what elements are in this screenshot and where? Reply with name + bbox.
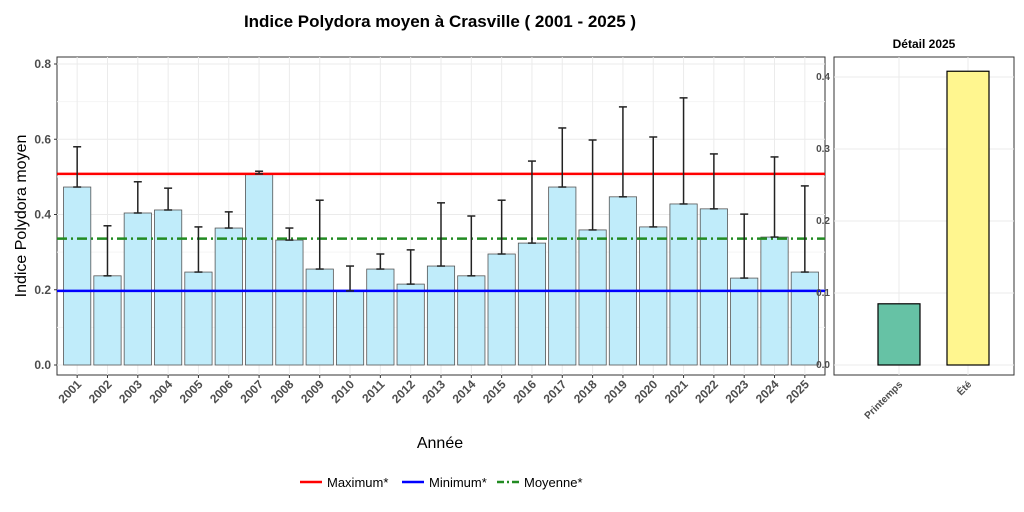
bar-2010 [335, 290, 365, 366]
bar-2019 [608, 196, 637, 366]
inset-bar-printemps [877, 303, 921, 366]
x-tick-label: 2013 [419, 377, 448, 406]
bar-2008 [275, 239, 304, 366]
x-tick-label: 2024 [753, 377, 782, 406]
inset-y-tick-label: 0.2 [816, 216, 830, 227]
bar-2009 [305, 268, 334, 366]
y-tick-label: 0.6 [34, 132, 51, 146]
bar-2006 [214, 227, 243, 366]
y-tick-label: 0.0 [34, 358, 51, 372]
x-tick-label: 2010 [328, 377, 357, 406]
inset-y-tick-label: 0.1 [816, 288, 830, 299]
x-tick-label: 2006 [207, 377, 236, 406]
bar-2022 [699, 208, 728, 366]
bar-2025 [790, 271, 819, 366]
bar-2018 [578, 229, 607, 366]
x-tick-label: 2003 [116, 377, 145, 406]
legend-label: Maximum* [327, 475, 388, 490]
x-tick-label: 2021 [662, 377, 691, 406]
x-tick-label: 2020 [632, 377, 661, 406]
bar-2002 [93, 275, 122, 366]
bar-2015 [487, 253, 516, 366]
x-tick-label: 2016 [510, 377, 539, 406]
x-tick-label: 2019 [601, 377, 630, 406]
inset-y-tick-label: 0.0 [816, 360, 830, 371]
x-tick-label: 2012 [389, 377, 418, 406]
bar-2017 [548, 186, 577, 366]
inset-bar-été [946, 70, 990, 366]
inset-x-tick-label: Été [954, 378, 975, 399]
y-tick-label: 0.4 [34, 208, 51, 222]
x-tick-label: 2004 [146, 377, 175, 406]
y-tick-label: 0.8 [34, 57, 51, 71]
y-tick-label: 0.2 [34, 283, 51, 297]
bar-2011 [366, 268, 395, 366]
legend-label: Minimum* [429, 475, 487, 490]
inset-x-tick-label: Printemps [863, 379, 906, 422]
bar-2024 [760, 236, 789, 366]
x-tick-label: 2015 [480, 377, 509, 406]
bar-2001 [63, 186, 92, 366]
bar-2013 [426, 265, 456, 366]
x-tick-label: 2009 [298, 377, 327, 406]
bar-2020 [639, 226, 668, 366]
x-axis-label: Année [417, 435, 463, 452]
x-tick-label: 2007 [237, 377, 266, 406]
chart-title: Indice Polydora moyen à Crasville ( 2001… [244, 12, 636, 31]
inset-y-tick-label: 0.3 [816, 144, 830, 155]
inset-y-tick-label: 0.4 [816, 72, 830, 83]
y-axis-label: Indice Polydora moyen [13, 135, 30, 298]
x-tick-label: 2002 [86, 377, 115, 406]
x-tick-label: 2011 [359, 377, 388, 406]
bar-2003 [123, 212, 152, 366]
bar-2023 [730, 277, 759, 366]
x-tick-label: 2025 [783, 377, 812, 406]
x-tick-label: 2014 [450, 377, 479, 406]
bar-2007 [245, 173, 274, 366]
x-tick-label: 2008 [268, 377, 297, 406]
x-tick-label: 2022 [692, 377, 721, 406]
bar-2012 [396, 283, 425, 366]
x-tick-label: 2023 [723, 377, 752, 406]
x-tick-label: 2005 [177, 377, 206, 406]
bar-2004 [154, 209, 183, 366]
x-tick-label: 2001 [55, 377, 84, 406]
bar-2014 [457, 275, 486, 366]
legend-label: Moyenne* [524, 475, 583, 490]
bar-2021 [669, 203, 698, 366]
x-tick-label: 2017 [541, 377, 570, 406]
x-tick-label: 2018 [571, 377, 600, 406]
inset-title: Détail 2025 [893, 37, 956, 51]
bar-2005 [184, 271, 213, 366]
bar-2016 [517, 242, 547, 366]
